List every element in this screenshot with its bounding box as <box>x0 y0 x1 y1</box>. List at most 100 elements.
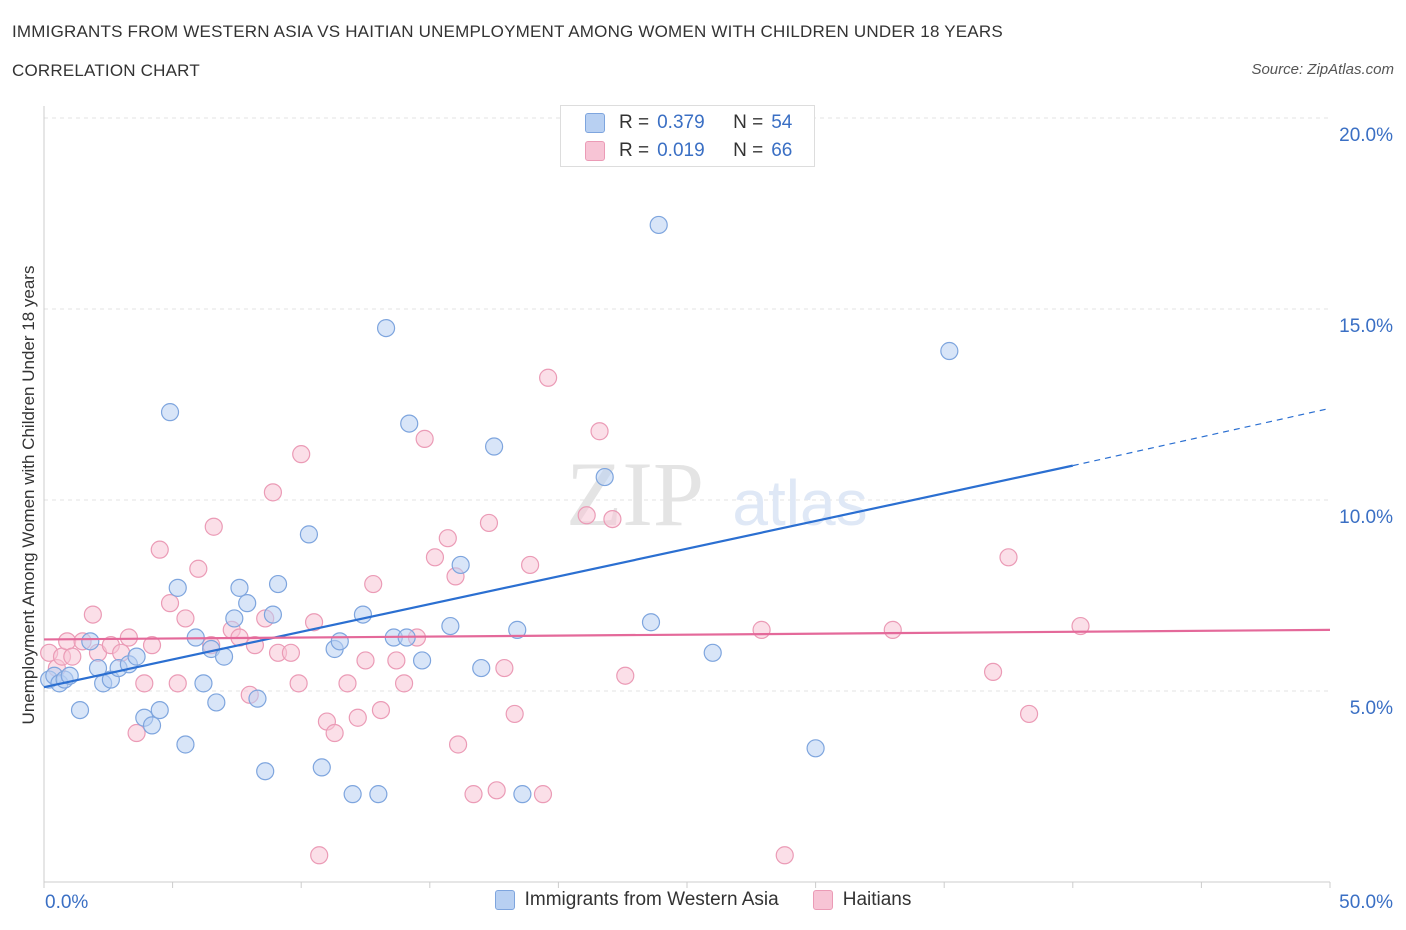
legend-r-value: 0.019 <box>657 140 705 161</box>
data-point <box>150 700 169 720</box>
data-point <box>425 548 445 567</box>
legend-n-value: 54 <box>771 112 793 133</box>
watermark-atlas: atlas <box>732 467 867 539</box>
data-point <box>245 636 265 655</box>
data-point <box>81 632 100 651</box>
data-point <box>83 605 102 624</box>
axes <box>43 106 1331 888</box>
data-point <box>281 643 301 662</box>
data-point <box>225 609 244 628</box>
data-point <box>238 594 257 613</box>
chart-subtitle: CORRELATION CHART <box>12 61 200 80</box>
y-tick-label: 15.0% <box>1339 316 1393 337</box>
data-point <box>883 620 902 639</box>
trend-line-western-asia <box>43 464 1074 689</box>
data-point <box>135 674 154 693</box>
data-point <box>176 735 195 754</box>
data-point <box>485 437 504 456</box>
data-point <box>495 658 514 678</box>
data-point <box>207 693 226 712</box>
data-point <box>940 341 959 361</box>
data-point <box>616 666 635 685</box>
data-point <box>189 559 208 578</box>
data-point <box>194 674 213 693</box>
watermark-zip: ZIP <box>566 443 704 545</box>
data-point <box>394 674 414 693</box>
x-tick-label: 50.0% <box>1339 892 1393 913</box>
data-point <box>448 735 468 754</box>
data-point <box>204 517 223 536</box>
x-tick-label: 0.0% <box>45 892 88 913</box>
data-point <box>533 785 553 804</box>
legend-n-label: N = <box>733 112 764 133</box>
data-point <box>58 632 77 651</box>
data-point <box>268 574 288 594</box>
legend-label-western-asia: Immigrants from Western Asia <box>524 889 779 910</box>
data-point <box>590 422 609 441</box>
data-point <box>338 674 357 693</box>
y-tick-label: 20.0% <box>1339 125 1393 146</box>
data-point <box>230 578 249 597</box>
data-point <box>983 662 1003 682</box>
data-point <box>400 414 419 433</box>
legend-item-western-asia[interactable]: Immigrants from Western Asia <box>494 889 779 911</box>
data-point <box>649 215 668 235</box>
legend-swatch-blue <box>585 113 605 133</box>
data-point <box>508 620 527 639</box>
data-point <box>438 529 457 548</box>
data-point <box>371 700 391 720</box>
y-axis-label: Unemployment Among Women with Children U… <box>19 266 38 725</box>
legend-series: Immigrants from Western Asia Haitians <box>0 889 1406 911</box>
data-point <box>577 506 596 525</box>
data-point <box>487 781 506 800</box>
trend-lines <box>43 407 1331 689</box>
data-point <box>160 594 180 613</box>
haitians-points <box>40 368 1090 865</box>
data-point <box>376 319 396 338</box>
data-point <box>63 647 82 666</box>
data-point <box>505 704 524 724</box>
tick-labels: 5.0% 10.0% 15.0% 20.0% 0.0% 50.0% <box>45 125 1393 913</box>
data-point <box>364 574 383 594</box>
data-point <box>330 632 349 651</box>
data-point <box>160 403 180 422</box>
data-point <box>348 708 367 727</box>
legend-item-haitians[interactable]: Haitians <box>812 889 912 911</box>
data-point <box>310 846 329 865</box>
data-point <box>387 651 406 670</box>
data-point <box>464 785 483 804</box>
legend-row-western-asia: R = 0.379 N = 54 <box>585 112 792 134</box>
data-point <box>603 509 622 529</box>
legend-swatch-blue <box>494 890 515 910</box>
data-point <box>127 647 146 666</box>
legend-swatch-pink <box>585 141 605 161</box>
legend-swatch-pink <box>812 890 833 910</box>
source-label: Source: ZipAtlas.com <box>1251 61 1394 78</box>
trend-line-haitians <box>43 628 1331 641</box>
data-point <box>369 785 388 804</box>
data-point <box>513 785 532 804</box>
data-point <box>441 616 460 636</box>
data-point <box>292 445 311 464</box>
data-point <box>1019 704 1039 724</box>
data-point <box>168 674 187 693</box>
data-point <box>263 483 283 502</box>
data-point <box>142 716 162 735</box>
data-point <box>521 555 540 575</box>
data-point <box>999 548 1018 567</box>
data-point <box>415 429 434 448</box>
data-point <box>412 651 432 670</box>
chart-title: IMMIGRANTS FROM WESTERN ASIA VS HAITIAN … <box>12 22 1003 41</box>
trend-line-western-asia-extension <box>1072 407 1331 467</box>
data-point <box>150 540 169 559</box>
data-point <box>595 467 614 487</box>
data-point <box>248 689 267 708</box>
data-point <box>1071 616 1090 636</box>
legend-label-haitians: Haitians <box>842 889 912 910</box>
data-point <box>703 643 722 662</box>
legend-row-haitians: R = 0.019 N = 66 <box>585 140 792 162</box>
data-point <box>775 846 794 865</box>
data-point <box>451 555 470 575</box>
legend-r-label: R = <box>619 140 650 161</box>
